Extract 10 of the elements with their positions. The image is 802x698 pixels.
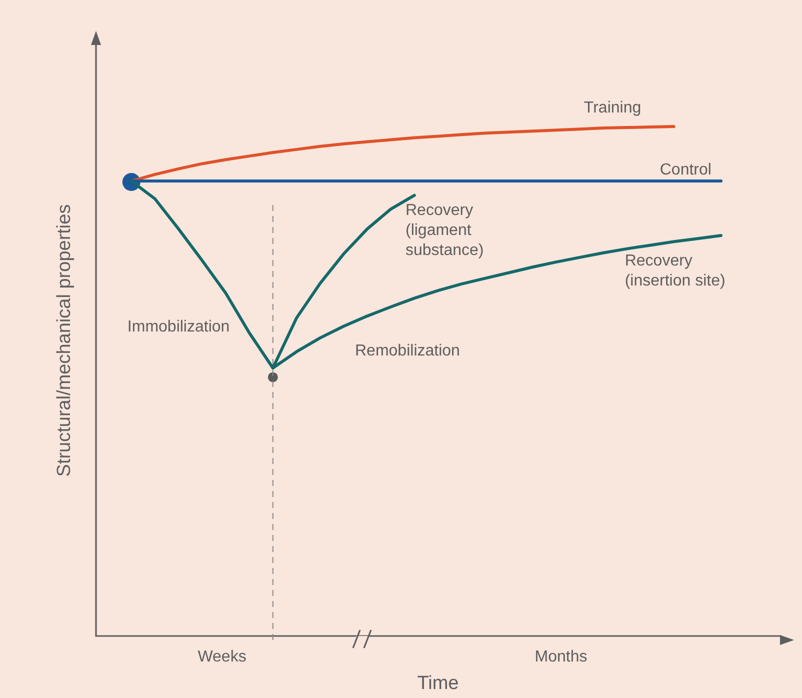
- series-label: Control: [660, 161, 712, 178]
- text: Months: [534, 648, 588, 666]
- series-label: Training: [584, 100, 642, 117]
- text: Weeks: [198, 648, 246, 666]
- x-axis-title: Time: [417, 673, 459, 694]
- series-label: Immobilization: [127, 318, 230, 336]
- series-label: Recovery (ligament substance): [405, 202, 484, 259]
- annotation: Remobilization: [355, 342, 460, 360]
- series-label: Recovery (insertion site): [624, 252, 726, 290]
- y-axis-title: Structural/mechanical properties: [54, 204, 75, 477]
